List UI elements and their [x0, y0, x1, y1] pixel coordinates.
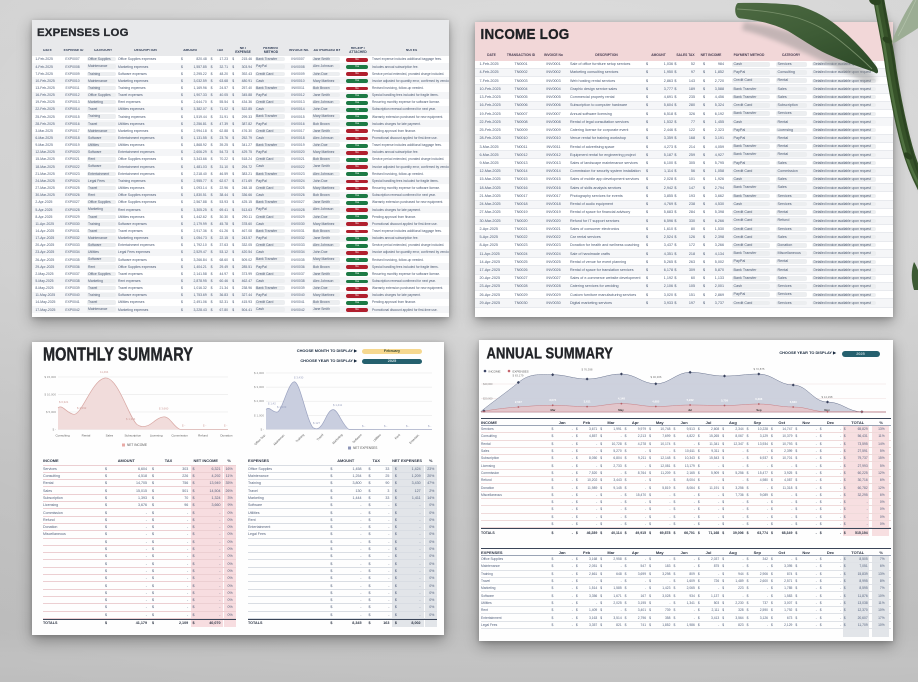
svg-text:$ -: $ - — [224, 424, 227, 428]
svg-text:Jul: Jul — [688, 408, 692, 412]
svg-text:INCOME: INCOME — [489, 369, 501, 373]
svg-text:$ 4,292: $ 4,292 — [77, 406, 87, 410]
svg-text:$ 76,398: $ 76,398 — [582, 368, 593, 372]
svg-text:Consulting: Consulting — [56, 434, 71, 438]
svg-text:$ 1,209: $ 1,209 — [277, 405, 287, 409]
svg-text:Office Sup.: Office Sup. — [253, 433, 266, 446]
svg-text:$ -: $ - — [428, 424, 431, 428]
svg-text:Rent: Rent — [394, 433, 401, 440]
svg-text:5,759: 5,759 — [721, 398, 728, 402]
svg-text:$20,000: $20,000 — [483, 397, 493, 401]
svg-text:May: May — [618, 408, 624, 412]
svg-text:6,296: 6,296 — [755, 397, 762, 401]
svg-text:$ 6,321: $ 6,321 — [59, 400, 69, 404]
svg-text:$ 3,430: $ 3,430 — [294, 376, 304, 380]
svg-text:NET INCOME: NET INCOME — [127, 443, 147, 447]
svg-text:Mar: Mar — [551, 408, 557, 412]
svg-text:$ 5,000: $ 5,000 — [46, 410, 56, 414]
svg-text:$ -: $ - — [260, 427, 264, 431]
svg-text:Software: Software — [352, 433, 363, 444]
svg-text:$ 3,660: $ 3,660 — [159, 407, 169, 411]
svg-text:Rental: Rental — [82, 434, 91, 438]
svg-text:Commission: Commission — [171, 434, 188, 438]
svg-text:$ -: $ - — [406, 424, 409, 428]
svg-text:$ 15,000: $ 15,000 — [44, 375, 56, 379]
svg-text:$ 72,875: $ 72,875 — [754, 367, 765, 371]
svg-text:EXPENSES: EXPENSES — [513, 369, 529, 373]
svg-text:$ 10,000: $ 10,000 — [44, 393, 56, 397]
svg-text:11,464: 11,464 — [100, 370, 109, 374]
svg-text:3,074: 3,074 — [549, 398, 556, 402]
svg-text:Marketing: Marketing — [331, 433, 343, 445]
svg-text:$ 1,324: $ 1,324 — [126, 417, 136, 421]
svg-text:$ 1,411: $ 1,411 — [333, 403, 343, 407]
svg-text:$ 63,179: $ 63,179 — [513, 373, 524, 377]
svg-text:Entertain.: Entertain. — [408, 433, 420, 445]
svg-text:Maintenan.: Maintenan. — [273, 433, 286, 446]
svg-text:Sales: Sales — [106, 434, 114, 438]
svg-text:$ 3,000: $ 3,000 — [254, 385, 264, 389]
svg-text:Donation: Donation — [220, 434, 232, 438]
svg-text:$ -: $ - — [203, 424, 206, 428]
svg-text:$ -: $ - — [362, 424, 365, 428]
svg-text:Training: Training — [295, 433, 306, 444]
svg-text:$ 14,298: $ 14,298 — [822, 395, 833, 399]
svg-text:$ 1,42: $ 1,42 — [268, 402, 276, 406]
svg-text:Sep: Sep — [756, 408, 761, 412]
svg-text:Travel: Travel — [316, 433, 325, 442]
svg-text:$ -: $ - — [384, 424, 387, 428]
svg-text:$ 1,000: $ 1,000 — [254, 413, 264, 417]
svg-text:Licensing: Licensing — [150, 434, 163, 438]
svg-text:$ -: $ - — [52, 428, 56, 432]
svg-text:NET EXPENSES: NET EXPENSES — [353, 446, 377, 450]
svg-text:Utilities: Utilities — [372, 433, 382, 443]
svg-text:Subscription: Subscription — [125, 434, 142, 438]
svg-text:6,833: 6,833 — [790, 400, 797, 404]
svg-text:Nov: Nov — [824, 408, 830, 412]
svg-text:$ 127: $ 127 — [313, 421, 320, 425]
svg-text:3,611: 3,611 — [584, 399, 591, 403]
svg-text:$ 2,000: $ 2,000 — [254, 399, 264, 403]
svg-text:5,222: 5,222 — [687, 398, 694, 402]
svg-text:$ 46,306: $ 46,306 — [651, 375, 662, 379]
svg-text:$ 4,000: $ 4,000 — [254, 371, 264, 375]
svg-text:4,685: 4,685 — [652, 399, 659, 403]
svg-text:2,537: 2,537 — [515, 400, 522, 404]
svg-text:Refund: Refund — [198, 434, 208, 438]
svg-text:$40,000: $40,000 — [483, 382, 493, 386]
svg-text:$ -: $ - — [182, 424, 185, 428]
svg-text:4,148: 4,148 — [618, 396, 625, 400]
